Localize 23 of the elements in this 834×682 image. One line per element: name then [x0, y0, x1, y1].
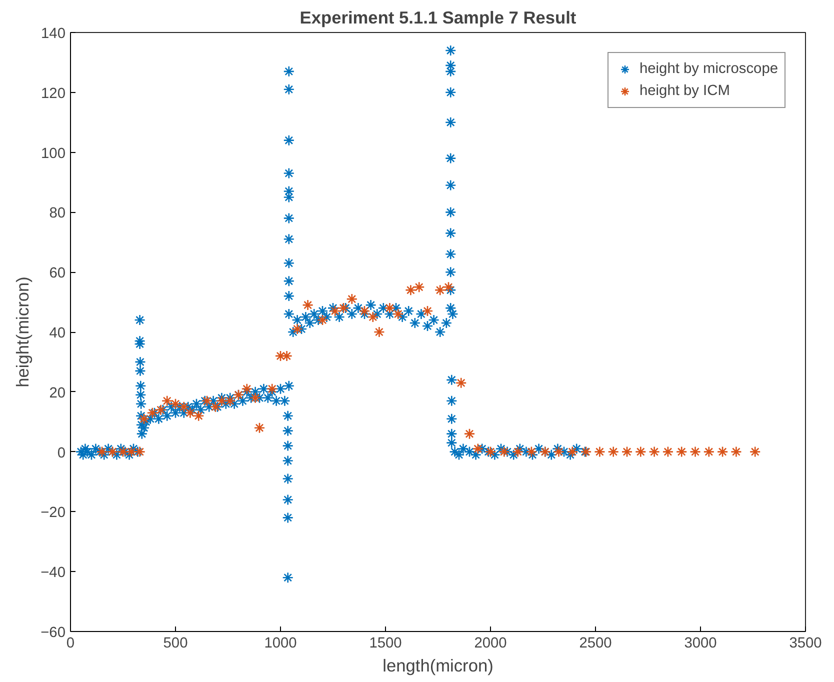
y-tick-label: 120	[41, 86, 66, 102]
y-tick-label: 20	[49, 385, 66, 402]
legend-label: height by microscope	[640, 61, 778, 77]
y-tick-label: 0	[57, 445, 66, 462]
y-tick-label: 140	[41, 26, 66, 42]
y-axis-title: height(micron)	[12, 276, 33, 388]
x-axis-title: length(micron)	[382, 656, 494, 676]
y-tick-label: 100	[41, 146, 66, 162]
x-tick-label: 1000	[264, 636, 297, 652]
y-tick-label: 60	[49, 266, 66, 282]
x-tick-label: 2500	[579, 636, 612, 652]
y-tick-label: −40	[40, 565, 66, 582]
x-tick-label: 3500	[789, 636, 822, 652]
chart-title: Experiment 5.1.1 Sample 7 Result	[300, 8, 576, 28]
y-tick-label: 40	[49, 326, 66, 342]
x-tick-label: 3000	[684, 636, 717, 652]
x-tick-label: 500	[163, 636, 188, 652]
x-tick-label: 1500	[369, 636, 402, 652]
y-tick-label: −60	[40, 625, 66, 641]
legend-label: height by ICM	[640, 83, 730, 99]
y-tick-label: 80	[49, 206, 66, 222]
y-tick-label: −20	[40, 505, 66, 522]
x-tick-label: 2000	[474, 636, 507, 652]
